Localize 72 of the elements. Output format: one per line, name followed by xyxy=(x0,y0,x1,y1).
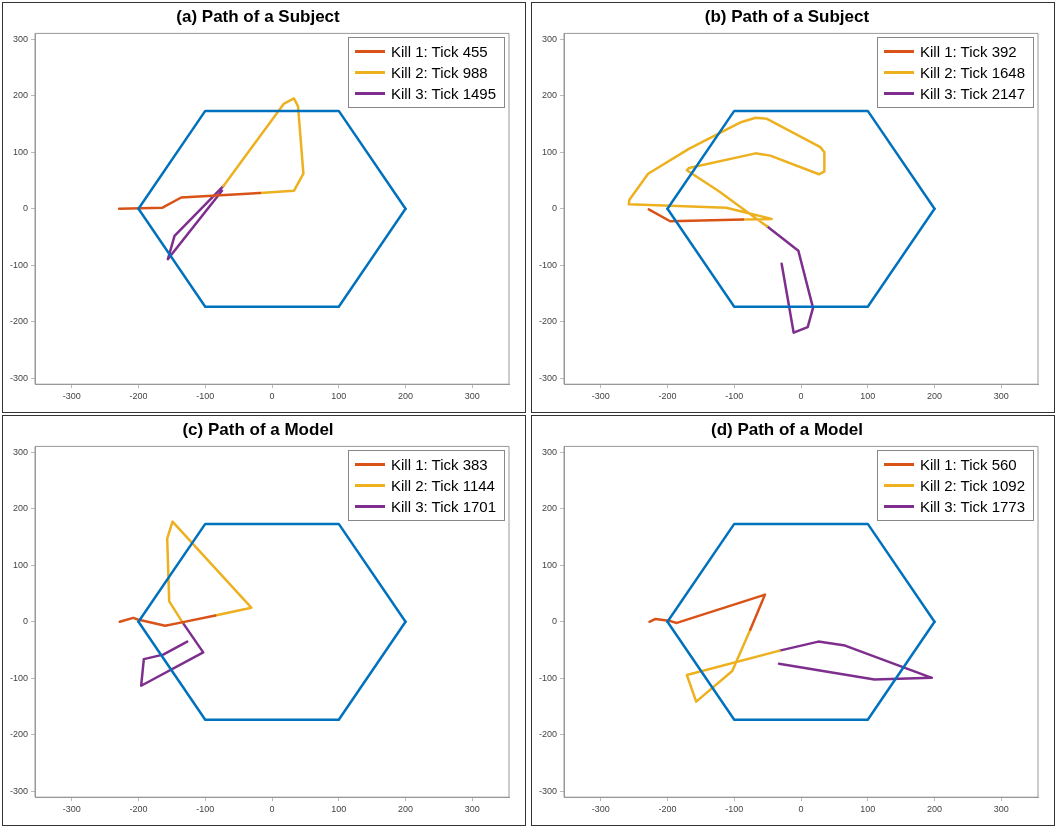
y-tick-label: -100 xyxy=(10,672,29,683)
y-tick-label: 100 xyxy=(12,559,29,570)
y-tick-label: 200 xyxy=(541,503,558,514)
y-tick-label: 0 xyxy=(552,616,558,627)
y-tick-label: 0 xyxy=(552,203,558,214)
y-tick-label: 300 xyxy=(12,33,29,44)
x-tick-label: 100 xyxy=(331,391,347,402)
legend-label: Kill 1: Tick 455 xyxy=(391,42,488,63)
y-tick-label: -300 xyxy=(10,786,29,797)
x-tick-label: 200 xyxy=(398,391,414,402)
legend-label: Kill 3: Tick 1495 xyxy=(391,84,497,105)
x-tick-label: 100 xyxy=(331,804,347,815)
x-tick-label: -300 xyxy=(62,804,81,815)
x-tick-label: -100 xyxy=(725,391,744,402)
x-tick-label: -200 xyxy=(129,391,148,402)
y-tick-label: -300 xyxy=(539,373,558,384)
y-tick-label: -100 xyxy=(539,672,558,683)
legend-label: Kill 1: Tick 560 xyxy=(920,455,1017,476)
x-tick-label: 300 xyxy=(993,804,1009,815)
x-tick-label: 100 xyxy=(860,391,876,402)
x-tick-label: -300 xyxy=(591,804,610,815)
y-tick-label: -100 xyxy=(539,259,558,270)
x-tick-label: -100 xyxy=(196,391,215,402)
legend-label: Kill 1: Tick 383 xyxy=(391,455,488,476)
x-tick-label: -200 xyxy=(129,804,148,815)
x-tick-label: 100 xyxy=(860,804,876,815)
x-tick-label: 300 xyxy=(993,391,1009,402)
y-tick-label: -100 xyxy=(10,259,29,270)
legend-label: Kill 1: Tick 392 xyxy=(920,42,1017,63)
chart-title: (d) Path of a Model xyxy=(710,419,864,439)
y-tick-label: -200 xyxy=(539,316,558,327)
x-tick-label: -300 xyxy=(62,391,81,402)
x-tick-label: 200 xyxy=(927,804,943,815)
legend-label: Kill 3: Tick 1773 xyxy=(920,497,1026,518)
chart-title: (a) Path of a Subject xyxy=(176,6,341,26)
x-tick-label: -100 xyxy=(725,804,744,815)
y-tick-label: 100 xyxy=(541,559,558,570)
x-tick-label: 200 xyxy=(398,804,414,815)
x-tick-label: -200 xyxy=(658,804,677,815)
y-tick-label: 100 xyxy=(12,146,29,157)
legend-label: Kill 2: Tick 1092 xyxy=(920,476,1026,497)
y-tick-label: 300 xyxy=(541,446,558,457)
y-tick-label: -300 xyxy=(10,373,29,384)
x-tick-label: -100 xyxy=(196,804,215,815)
x-tick-label: -300 xyxy=(591,391,610,402)
chart-title: (c) Path of a Model xyxy=(182,419,334,439)
y-tick-label: 100 xyxy=(541,146,558,157)
y-tick-label: 200 xyxy=(12,90,29,101)
y-tick-label: 200 xyxy=(12,503,29,514)
x-tick-label: 300 xyxy=(464,391,480,402)
x-tick-label: 200 xyxy=(927,391,943,402)
chart-title: (b) Path of a Subject xyxy=(704,6,870,26)
y-tick-label: -200 xyxy=(539,729,558,740)
x-tick-label: 0 xyxy=(269,804,275,815)
y-tick-label: -300 xyxy=(539,786,558,797)
x-tick-label: 300 xyxy=(464,804,480,815)
legend-label: Kill 2: Tick 1144 xyxy=(391,476,495,497)
x-tick-label: 0 xyxy=(798,804,804,815)
x-tick-label: -200 xyxy=(658,391,677,402)
legend-label: Kill 2: Tick 988 xyxy=(391,63,488,84)
x-tick-label: 0 xyxy=(798,391,804,402)
legend-label: Kill 2: Tick 1648 xyxy=(920,63,1026,84)
y-tick-label: 300 xyxy=(12,446,29,457)
legend-label: Kill 3: Tick 1701 xyxy=(391,497,497,518)
y-tick-label: -200 xyxy=(10,316,29,327)
y-tick-label: 0 xyxy=(23,616,29,627)
legend-label: Kill 3: Tick 2147 xyxy=(920,84,1026,105)
y-tick-label: 300 xyxy=(541,33,558,44)
y-tick-label: 0 xyxy=(23,203,29,214)
y-tick-label: 200 xyxy=(541,90,558,101)
x-tick-label: 0 xyxy=(269,391,275,402)
y-tick-label: -200 xyxy=(10,729,29,740)
